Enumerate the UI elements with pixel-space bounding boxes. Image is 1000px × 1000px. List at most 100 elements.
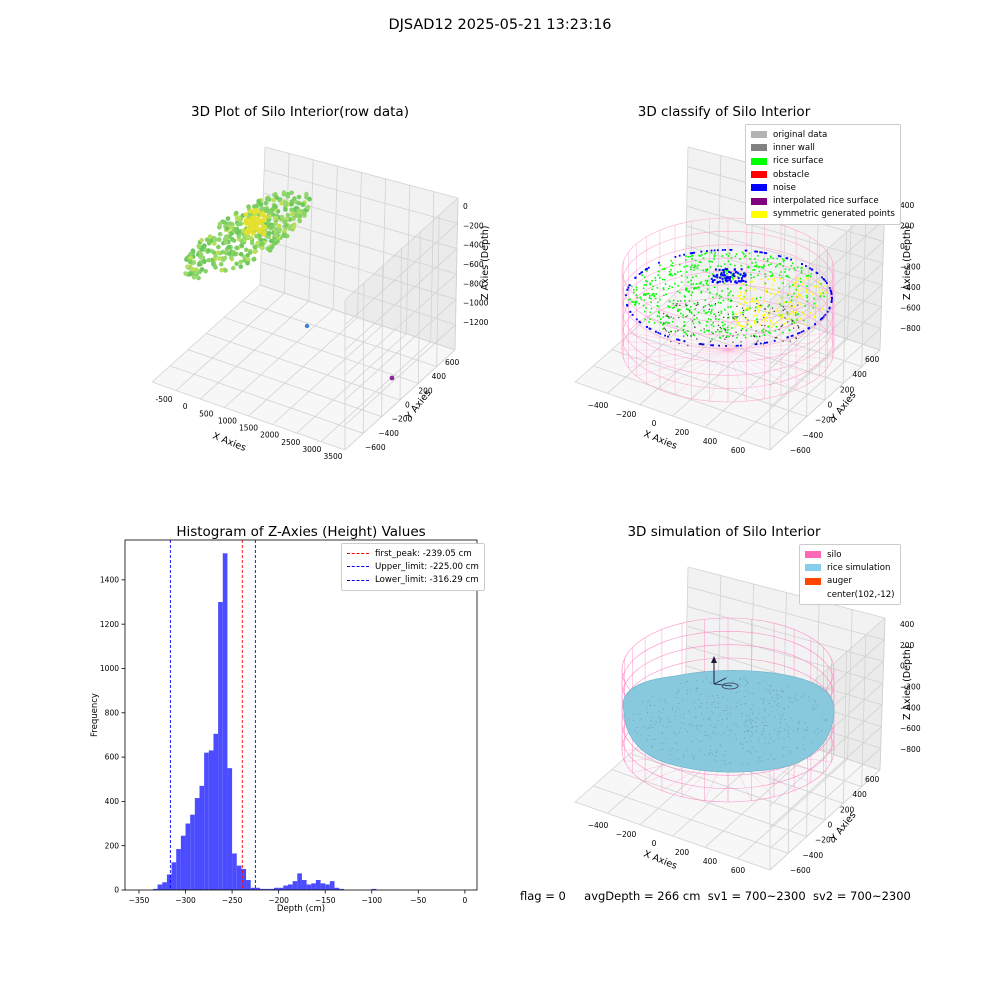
tr-noise-point — [819, 318, 822, 321]
tr-wall-point — [798, 326, 800, 328]
tr-point — [636, 297, 639, 299]
tl-point — [296, 194, 302, 200]
histogram-bar — [213, 733, 219, 890]
tl-ztick-4: −800 — [463, 279, 484, 288]
tr-noise-point — [689, 252, 692, 255]
tr-point — [690, 311, 693, 313]
tr-point — [796, 277, 799, 280]
tr-point — [756, 314, 758, 317]
rice-texture-dot — [815, 730, 817, 732]
tr-xtick-4: 400 — [703, 437, 718, 446]
tr-point — [736, 333, 739, 336]
tr-wall-point — [675, 304, 677, 307]
histogram-xtick-label: −100 — [361, 896, 382, 905]
rice-texture-dot — [647, 701, 649, 703]
histogram-bar — [199, 785, 205, 890]
tr-point — [789, 305, 791, 308]
histogram-bar — [250, 887, 256, 890]
tl-point — [291, 225, 297, 230]
rice-texture-dot — [825, 718, 827, 720]
tr-wall-point — [745, 317, 747, 319]
tr-point — [663, 278, 666, 281]
grid-line — [344, 349, 456, 451]
tr-point — [723, 269, 726, 272]
rice-texture-dot — [768, 742, 770, 744]
rice-texture-dot — [764, 708, 766, 710]
rice-texture-dot — [764, 710, 765, 711]
rice-texture-dot — [718, 707, 719, 708]
tr-point — [743, 255, 746, 258]
tr-point — [754, 321, 756, 323]
tl-point — [270, 212, 276, 217]
tr-point — [825, 291, 828, 294]
tr-point — [737, 322, 740, 324]
tr-point — [720, 295, 723, 298]
rice-texture-dot — [652, 738, 654, 740]
tr-point — [642, 287, 645, 290]
tr-point — [778, 274, 781, 277]
tr-point — [801, 296, 804, 299]
histogram-bar — [162, 882, 167, 890]
tr-point — [805, 289, 808, 291]
tl-point-stray — [259, 241, 265, 247]
tr-point — [761, 314, 763, 317]
tr-point — [633, 291, 635, 294]
tr-noise-point — [761, 251, 763, 254]
rice-texture-dot — [760, 697, 762, 699]
tr-point — [683, 321, 685, 323]
histogram-bar — [273, 887, 279, 890]
tr-point — [656, 287, 659, 289]
tr-point — [646, 280, 649, 283]
tr-point — [705, 282, 708, 285]
tl-point-outlier — [304, 323, 310, 329]
tr-point — [764, 282, 767, 285]
tr-point — [764, 283, 767, 286]
rice-texture-dot — [726, 709, 727, 711]
tr-point — [700, 329, 702, 332]
rice-texture-dot — [744, 685, 746, 687]
tr-point — [715, 331, 717, 333]
br-ylabel: Y Axies — [828, 810, 858, 845]
tr-point — [695, 275, 697, 277]
histogram-bars — [152, 553, 377, 890]
br-ytick-6: −600 — [790, 866, 811, 875]
rice-texture-dot — [740, 678, 741, 680]
silo-spoke — [727, 349, 797, 390]
tl-point — [193, 270, 199, 275]
tr-point — [720, 310, 723, 313]
rice-texture-dot — [659, 719, 661, 721]
tr-wall-point — [702, 306, 705, 308]
tr-point — [775, 325, 778, 328]
rice-texture-dot — [774, 716, 776, 718]
rice-texture-dot — [694, 707, 696, 709]
tr-point — [796, 266, 799, 269]
auger-arrow — [711, 656, 717, 663]
rice-texture-dot — [733, 680, 734, 682]
rice-texture-dot — [746, 690, 748, 692]
tr-point — [649, 282, 651, 285]
tl-point — [227, 251, 232, 256]
tr-legend-entry: interpolated rice surface — [751, 194, 895, 207]
tr-wall-point — [694, 326, 696, 328]
histogram-legend-label: Upper_limit: -225.00 cm — [375, 561, 479, 572]
tr-noise-point — [674, 256, 677, 258]
tr-noise-cluster — [725, 280, 728, 283]
tr-point — [683, 325, 685, 327]
rice-texture-dot — [735, 739, 737, 741]
tr-point — [721, 255, 724, 257]
silo-spoke — [727, 349, 828, 368]
tr-point — [762, 267, 764, 269]
rice-texture-dot — [798, 721, 800, 723]
tr-point — [756, 318, 758, 320]
tl-point — [259, 206, 265, 211]
tr-point — [690, 283, 693, 286]
tr-noise-point — [826, 310, 829, 313]
rice-texture-dot — [678, 703, 680, 704]
histogram-bar — [241, 868, 247, 890]
grid-line — [847, 609, 853, 760]
tl-point — [238, 252, 244, 257]
tr-point — [716, 293, 718, 295]
tr-point — [757, 274, 759, 277]
tr-point — [730, 290, 732, 293]
tr-point — [727, 294, 729, 297]
